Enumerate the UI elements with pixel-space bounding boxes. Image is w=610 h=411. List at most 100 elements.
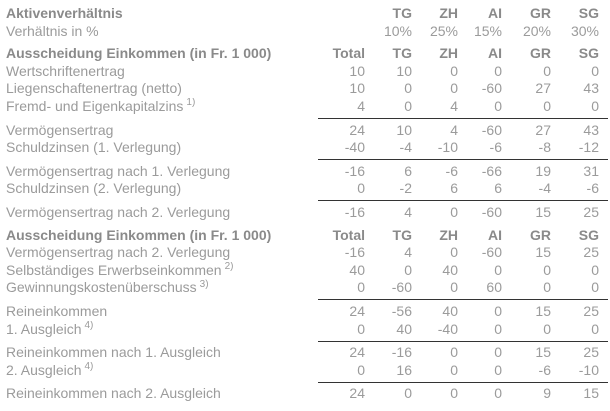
cell: 0 xyxy=(450,62,458,79)
table-row: Reineinkommen nach 1. Ausgleich 24 -16 0 0 15… xyxy=(0,344,610,362)
row-label: Reineinkommen nach 2. Ausgleich xyxy=(6,385,221,402)
cell: -60 xyxy=(481,244,502,261)
cell: 4 xyxy=(450,121,458,138)
column-header: ZH xyxy=(439,226,458,243)
table-row: Reineinkommen 24 -56 40 0 15 25 xyxy=(0,303,610,321)
table-row: Liegenschaftenertrag (netto) 10 0 0 -60 27 43 xyxy=(0,80,610,98)
cell: 0 xyxy=(450,279,458,296)
cell: 20% xyxy=(522,22,551,39)
cell: -16 xyxy=(391,344,412,361)
footnote-marker: 2) xyxy=(224,261,234,273)
cell: 10 xyxy=(349,80,365,97)
table-row: Selbständiges Erwerbseinkommen 2) 40 0 40 0 0 0 xyxy=(0,262,610,280)
cell: 0 xyxy=(543,261,551,278)
cell: 43 xyxy=(583,80,599,97)
footnote-marker: 4) xyxy=(84,320,94,331)
cell: -60 xyxy=(481,121,502,138)
cell: -4 xyxy=(538,180,551,197)
cell: -10 xyxy=(437,139,458,156)
row-label: Liegenschaftenertrag (netto) xyxy=(6,80,182,97)
column-header: GR xyxy=(530,5,551,21)
column-header: ZH xyxy=(439,5,458,21)
cell: 0 xyxy=(404,261,412,278)
column-header: Total xyxy=(332,226,365,243)
row-label: Gewinnungskostenüberschuss 3) xyxy=(6,279,209,296)
cell: 27 xyxy=(535,80,551,97)
cell: 24 xyxy=(349,344,365,361)
row-label: Schuldzinsen (1. Verlegung) xyxy=(6,139,182,156)
cell: 15% xyxy=(473,22,502,39)
sum-rule xyxy=(318,200,608,202)
cell: 27 xyxy=(535,121,551,138)
cell: 24 xyxy=(349,385,365,402)
cell: 0 xyxy=(450,203,458,220)
cell: 40 xyxy=(349,261,365,278)
cell: 0 xyxy=(494,385,502,402)
cell: 0 xyxy=(450,344,458,361)
cell: 60 xyxy=(486,279,502,296)
row-label: Fremd- und Eigenkapitalzins 1) xyxy=(6,97,196,114)
table-row: Schuldzinsen (1. Verlegung) -40 -4 -10 -6 -8 -… xyxy=(0,139,610,157)
column-header: SG xyxy=(578,226,599,243)
cell: 0 xyxy=(591,279,599,296)
cell: -6 xyxy=(538,361,551,378)
row-label: 1. Ausgleich 4) xyxy=(6,320,94,337)
cell: 0 xyxy=(357,180,365,197)
cell: 40 xyxy=(442,261,458,278)
table-row: Verhältnis in % 10% 25% 15% 20% 30% xyxy=(0,23,610,41)
row-label: Vermögensertrag nach 2. Verlegung xyxy=(6,203,231,220)
cell: 0 xyxy=(494,320,502,337)
cell: 43 xyxy=(583,121,599,138)
cell: 24 xyxy=(349,302,365,319)
cell: -40 xyxy=(437,320,458,337)
cell: -2 xyxy=(399,180,412,197)
cell: 15 xyxy=(535,344,551,361)
sum-rule xyxy=(318,299,608,301)
row-label: Aktivenverhältnis xyxy=(6,5,123,21)
footnote-marker: 3) xyxy=(199,279,209,290)
column-header: AI xyxy=(488,5,502,21)
column-header: Total xyxy=(332,45,365,62)
cell: 0 xyxy=(543,62,551,79)
table-row: Vermögensertrag nach 2. Verlegung -16 4 0 -6… xyxy=(0,244,610,262)
cell: -12 xyxy=(578,139,599,156)
table-row: Fremd- und Eigenkapitalzins 1) 4 0 4 0 0 0 xyxy=(0,98,610,116)
cell: 0 xyxy=(494,97,502,114)
cell: -66 xyxy=(481,162,502,179)
cell: 15 xyxy=(535,302,551,319)
cell: 0 xyxy=(404,80,412,97)
cell: 10% xyxy=(383,22,412,39)
sum-rule xyxy=(318,118,608,120)
row-label: Reineinkommen xyxy=(6,302,108,319)
table-row: Schuldzinsen (2. Verlegung) 0 -2 6 6 -4 -6 xyxy=(0,180,610,198)
cell: -60 xyxy=(391,279,412,296)
cell: -4 xyxy=(399,139,412,156)
cell: 9 xyxy=(543,385,551,402)
cell: 0 xyxy=(357,320,365,337)
cell: 10 xyxy=(396,121,412,138)
cell: 30% xyxy=(570,22,599,39)
cell: 15 xyxy=(583,385,599,402)
row-label: Vermögensertrag xyxy=(6,121,114,138)
column-header: ZH xyxy=(439,45,458,62)
cell: -60 xyxy=(481,203,502,220)
cell: 0 xyxy=(357,361,365,378)
cell: 0 xyxy=(450,80,458,97)
cell: 6 xyxy=(450,180,458,197)
footnote-marker: 1) xyxy=(186,97,196,109)
cell: 0 xyxy=(591,320,599,337)
cell: 15 xyxy=(535,244,551,261)
cell: 0 xyxy=(543,97,551,114)
row-label: 2. Ausgleich 4) xyxy=(6,361,94,378)
table-row: 1. Ausgleich 4) 0 40 -40 0 0 0 xyxy=(0,321,610,339)
column-header: GR xyxy=(530,226,551,243)
cell: 10 xyxy=(349,62,365,79)
cell: -6 xyxy=(586,180,599,197)
cell: -6 xyxy=(489,139,502,156)
cell: 0 xyxy=(494,62,502,79)
column-header: AI xyxy=(488,226,502,243)
cell: 0 xyxy=(450,385,458,402)
cell: 4 xyxy=(357,97,365,114)
cell: 0 xyxy=(543,279,551,296)
